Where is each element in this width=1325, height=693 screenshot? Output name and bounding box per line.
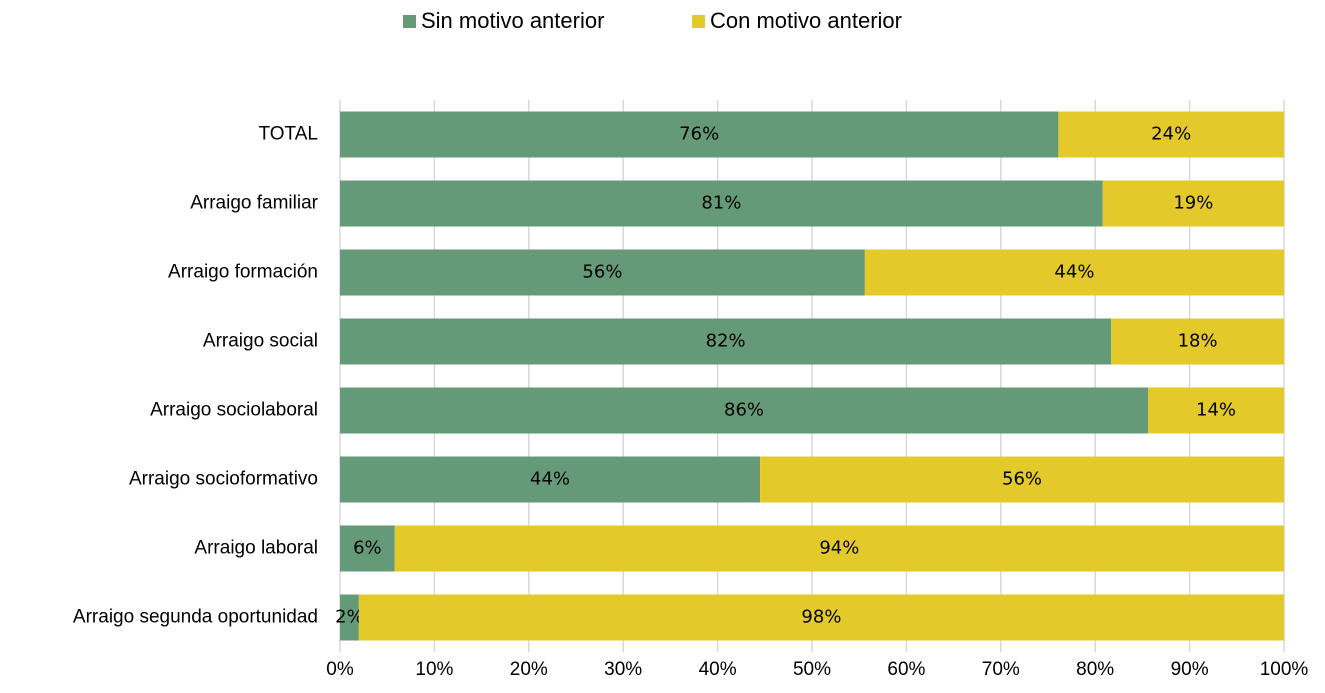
- x-tick-label: 90%: [1171, 659, 1209, 680]
- data-label: 2%: [335, 607, 364, 628]
- data-label: 86%: [724, 400, 764, 421]
- y-tick-label: TOTAL: [259, 124, 318, 145]
- y-tick-label: Arraigo social: [203, 331, 318, 352]
- legend-swatch: [692, 15, 705, 28]
- legend-label: Sin motivo anterior: [421, 8, 604, 33]
- data-label: 44%: [1054, 262, 1094, 283]
- y-tick-label: Arraigo laboral: [194, 538, 318, 559]
- bar-segment: [340, 387, 1149, 434]
- data-label: 19%: [1173, 193, 1213, 214]
- bar-segment: [1102, 180, 1284, 227]
- bar-segment: [340, 525, 395, 572]
- legend-swatch: [403, 15, 416, 28]
- y-tick-label: Arraigo segunda oportunidad: [73, 607, 318, 628]
- bar-segment: [1111, 318, 1284, 365]
- x-tick-label: 100%: [1260, 659, 1309, 680]
- y-tick-label: Arraigo formación: [168, 262, 318, 283]
- y-tick-label: Arraigo socioformativo: [129, 469, 318, 490]
- data-label: 82%: [706, 331, 746, 352]
- x-tick-label: 50%: [793, 659, 831, 680]
- bar-segment: [340, 249, 865, 296]
- x-tick-label: 60%: [887, 659, 925, 680]
- data-label: 81%: [701, 193, 741, 214]
- bar-segment: [340, 318, 1112, 365]
- x-tick-label: 70%: [982, 659, 1020, 680]
- bar-segment: [340, 180, 1103, 227]
- bar-segment: [1148, 387, 1284, 434]
- x-tick-label: 30%: [604, 659, 642, 680]
- data-label: 14%: [1196, 400, 1236, 421]
- data-label: 44%: [530, 469, 570, 490]
- bar-segment: [340, 594, 359, 641]
- x-tick-label: 20%: [510, 659, 548, 680]
- bar-segment: [1058, 111, 1284, 158]
- bar-segment: [340, 456, 761, 503]
- data-label: 6%: [353, 538, 382, 559]
- data-label: 98%: [801, 607, 841, 628]
- x-tick-label: 40%: [699, 659, 737, 680]
- bar-segment: [394, 525, 1284, 572]
- y-tick-label: Arraigo sociolaboral: [150, 400, 318, 421]
- x-tick-label: 0%: [326, 659, 354, 680]
- data-label: 24%: [1151, 124, 1191, 145]
- data-label: 56%: [582, 262, 622, 283]
- data-label: 18%: [1178, 331, 1218, 352]
- bar-segment: [864, 249, 1284, 296]
- x-tick-label: 10%: [415, 659, 453, 680]
- bar-segment: [340, 111, 1059, 158]
- bar-segment: [760, 456, 1284, 503]
- data-label: 76%: [679, 124, 719, 145]
- data-label: 56%: [1002, 469, 1042, 490]
- legend-label: Con motivo anterior: [710, 8, 902, 33]
- x-tick-label: 80%: [1076, 659, 1114, 680]
- y-tick-label: Arraigo familiar: [190, 193, 318, 214]
- bar-segment: [358, 594, 1284, 641]
- data-label: 94%: [819, 538, 859, 559]
